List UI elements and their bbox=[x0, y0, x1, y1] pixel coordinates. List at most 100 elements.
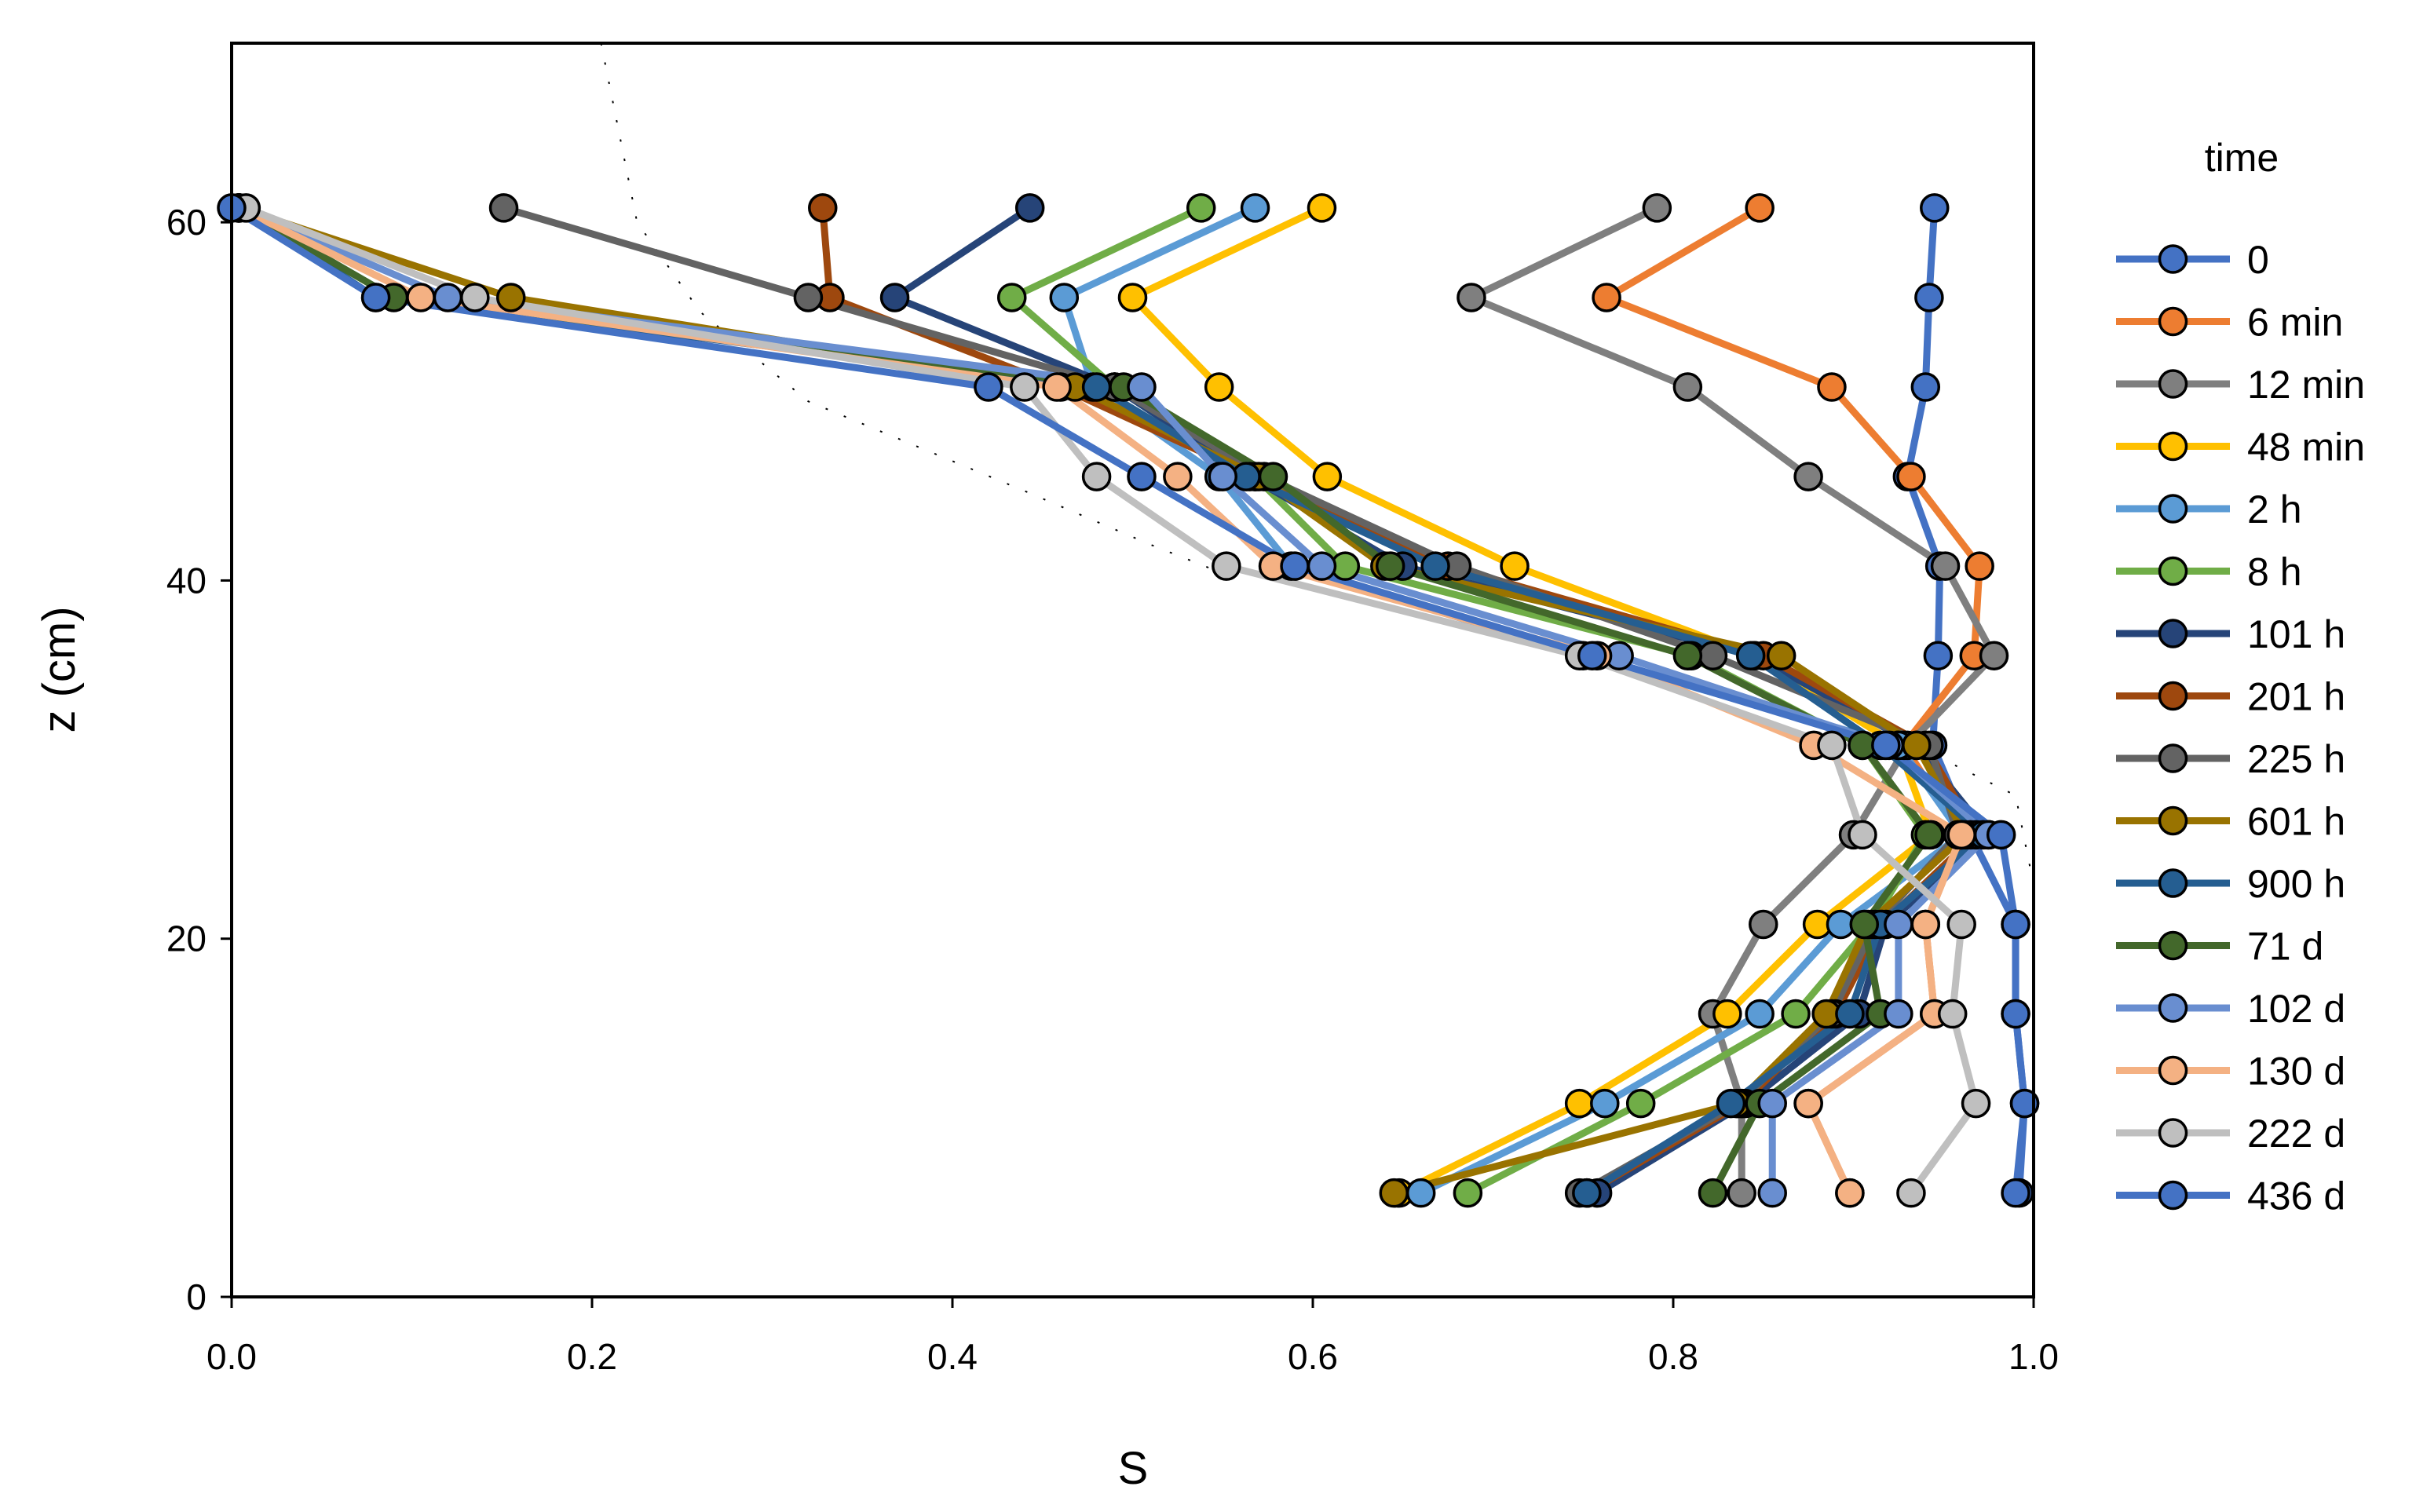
x-tick-label: 0.2 bbox=[567, 1336, 617, 1377]
data-point bbox=[1698, 1178, 1728, 1208]
y-tick-label: 0 bbox=[186, 1276, 207, 1317]
data-point bbox=[1307, 551, 1337, 581]
data-point bbox=[1914, 283, 1944, 312]
data-point bbox=[1884, 999, 1913, 1029]
data-point bbox=[1712, 999, 1742, 1029]
data-point bbox=[1312, 462, 1343, 491]
legend-swatch-marker bbox=[2158, 993, 2188, 1023]
data-point bbox=[2009, 1088, 2040, 1119]
y-tick-label: 60 bbox=[166, 202, 207, 243]
data-point bbox=[2001, 909, 2030, 940]
y-tick-label: 40 bbox=[166, 560, 207, 601]
data-point bbox=[360, 283, 391, 312]
data-point bbox=[1590, 1088, 1620, 1119]
legend-item: 6 min bbox=[2116, 301, 2343, 345]
x-tick-label: 0.4 bbox=[927, 1336, 978, 1377]
data-point bbox=[1920, 193, 1950, 223]
x-tick-label: 0.8 bbox=[1648, 1336, 1698, 1377]
legend-swatch-marker bbox=[2158, 556, 2188, 586]
legend-label: 436 d bbox=[2247, 1174, 2345, 1218]
legend-swatch-marker bbox=[2158, 369, 2188, 399]
data-point bbox=[1280, 551, 1310, 581]
data-point bbox=[1258, 462, 1288, 491]
legend-item: 101 h bbox=[2116, 612, 2345, 656]
data-point bbox=[1127, 372, 1157, 402]
data-point bbox=[1127, 462, 1157, 491]
data-point bbox=[1212, 551, 1241, 581]
data-point bbox=[433, 283, 463, 312]
data-point bbox=[793, 283, 824, 312]
data-point bbox=[1817, 730, 1847, 761]
data-point bbox=[1817, 372, 1847, 402]
data-point bbox=[1375, 551, 1405, 581]
data-point bbox=[1727, 1178, 1756, 1208]
data-point bbox=[1457, 283, 1486, 312]
data-point bbox=[460, 283, 490, 312]
legend-swatch-marker bbox=[2158, 681, 2188, 711]
data-point bbox=[1735, 641, 1766, 670]
data-point bbox=[1793, 462, 1823, 491]
data-point bbox=[879, 283, 910, 312]
data-point bbox=[1163, 462, 1193, 491]
data-point bbox=[1902, 730, 1932, 761]
data-point bbox=[1937, 999, 1968, 1029]
data-point bbox=[1204, 372, 1234, 402]
series-line bbox=[244, 204, 1980, 1196]
data-point bbox=[808, 193, 838, 223]
data-point bbox=[1592, 283, 1621, 312]
data-point bbox=[488, 193, 519, 223]
data-point bbox=[1453, 1178, 1483, 1208]
data-point bbox=[1835, 999, 1865, 1029]
legend-item: 0 bbox=[2116, 238, 2269, 282]
legend-label: 130 d bbox=[2247, 1050, 2345, 1094]
data-point bbox=[1986, 820, 2016, 850]
data-point bbox=[406, 283, 436, 312]
data-point bbox=[2001, 999, 2030, 1029]
legend-swatch-marker bbox=[2158, 1055, 2188, 1086]
legend-swatch-marker bbox=[2158, 494, 2188, 524]
legend-label: 12 min bbox=[2247, 363, 2365, 407]
data-point bbox=[1745, 999, 1775, 1029]
x-tick-label: 1.0 bbox=[2008, 1336, 2059, 1377]
data-point bbox=[1884, 909, 1913, 940]
data-point bbox=[1081, 372, 1112, 402]
legend-item: 436 d bbox=[2116, 1174, 2345, 1218]
data-point bbox=[1240, 193, 1270, 223]
data-point bbox=[1014, 193, 1045, 223]
data-point bbox=[1420, 551, 1450, 581]
data-point bbox=[1781, 999, 1811, 1029]
data-point bbox=[974, 372, 1003, 402]
data-point bbox=[1745, 193, 1775, 223]
data-point bbox=[1081, 462, 1112, 491]
legend-item: 601 h bbox=[2116, 800, 2345, 844]
data-point bbox=[1757, 1178, 1787, 1208]
axes: 0.0 0.2 0.4 0.6 0.8 1.0 0 20 40 60 S z (cm) bbox=[34, 42, 2059, 1494]
data-point bbox=[1672, 372, 1703, 402]
data-point bbox=[1766, 641, 1796, 670]
legend-item: 225 h bbox=[2116, 737, 2345, 781]
plot-area bbox=[217, 42, 2040, 1225]
legend-swatch-marker bbox=[2158, 619, 2188, 648]
legend: time 0 6 min 12 min 48 min 2 h 8 h 101 h 201 h 2… bbox=[2116, 136, 2365, 1218]
data-point bbox=[1208, 462, 1237, 491]
data-point bbox=[1642, 193, 1672, 223]
data-point bbox=[1835, 1178, 1865, 1208]
data-point bbox=[1186, 193, 1216, 223]
data-point bbox=[1010, 372, 1040, 402]
x-tick-label: 0.6 bbox=[1288, 1336, 1338, 1377]
data-point bbox=[1049, 283, 1080, 312]
legend-label: 48 min bbox=[2247, 425, 2365, 469]
data-point bbox=[1923, 641, 1954, 670]
legend-swatch-marker bbox=[2158, 306, 2188, 337]
data-point bbox=[1307, 193, 1337, 223]
legend-swatch-marker bbox=[2158, 1118, 2188, 1148]
legend-swatch-marker bbox=[2158, 805, 2188, 836]
legend-label: 102 d bbox=[2247, 987, 2345, 1031]
legend-item: 8 h bbox=[2116, 550, 2302, 594]
y-axis-title: z (cm) bbox=[34, 606, 85, 732]
legend-swatch-marker bbox=[2158, 244, 2188, 274]
x-axis-title: S bbox=[1118, 1443, 1149, 1494]
data-point bbox=[1572, 1178, 1602, 1208]
data-point bbox=[1698, 641, 1728, 670]
